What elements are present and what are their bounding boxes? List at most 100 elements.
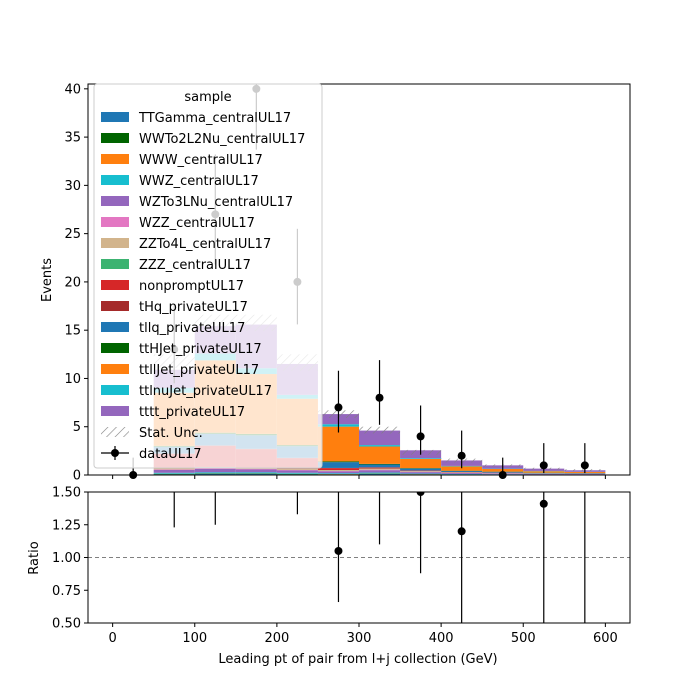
bar-tthjet-privateul17-bin-6 (359, 463, 401, 465)
legend-swatch-zzto4l-centralul17 (101, 238, 129, 248)
bar-wwz-centralul17-bin-6 (359, 472, 401, 474)
bar-tllq-privateul17-bin-6 (359, 464, 401, 468)
x-tick-label: 500 (511, 631, 536, 646)
legend-label-wzto3lnu-centralul17: WZTo3LNu_centralUL17 (139, 195, 293, 210)
bar-zzto4l-centralul17-bin-1 (153, 468, 195, 470)
legend-swatch-wzz-centralul17 (101, 217, 129, 227)
main-axis-ticks: 0 5 10 15 20 25 30 35 40 (64, 82, 606, 484)
legend-swatch-tthjet-privateul17 (101, 343, 129, 353)
bar-wzto3lnu-centralul17-bin-8 (441, 473, 483, 475)
legend-title: sample (184, 90, 231, 105)
main-panel: 0 5 10 15 20 25 30 35 40 Events sample TTGamma_c… (40, 82, 631, 484)
legend-swatch-www-centralul17 (101, 154, 129, 164)
legend-label-zzto4l-centralul17: ZZTo4L_centralUL17 (139, 237, 271, 252)
bar-tllq-privateul17-bin-5 (317, 462, 359, 468)
legend-label-tllq-privateul17: tllq_privateUL17 (139, 321, 245, 336)
legend-label-ttlnujet-privateul17: ttlnuJet_privateUL17 (139, 384, 272, 399)
data-point (416, 432, 425, 441)
y-tick-label: 0 (73, 469, 81, 484)
data-point (375, 393, 384, 402)
legend-swatch-wwto2l2nu-centralul17 (101, 133, 129, 143)
legend-marker-data-point (111, 449, 119, 457)
legend-label-stat-unc: Stat. Unc. (139, 426, 203, 441)
bar-zzto4l-centralul17-bin-4 (276, 468, 318, 470)
legend-label-www-centralul17: WWW_centralUL17 (139, 153, 263, 168)
bar-zzto4l-centralul17-bin-6 (359, 468, 401, 470)
bar-nonpromptul17-bin-5 (317, 468, 359, 471)
x-tick-label: 0 (108, 631, 116, 646)
bar-wwz-centralul17-bin-7 (400, 473, 442, 475)
ratio-y-tick-label: 1.50 (52, 486, 81, 501)
legend-label-zzz-centralul17: ZZZ_centralUL17 (139, 258, 251, 273)
legend-label-nonpromptul17: nonpromptUL17 (139, 279, 244, 294)
ratio-axis-ticks: 0.50 0.75 1.00 1.25 1.50 0 100 200 300 400 500 600 (52, 486, 618, 647)
bar-zzto4l-centralul17-bin-7 (400, 471, 442, 472)
legend-swatch-stat-unc (101, 427, 129, 437)
legend-swatch-zzz-centralul17 (101, 259, 129, 269)
stat-unc-band-bin-6 (359, 426, 401, 434)
bar-wwz-centralul17-bin-1 (153, 472, 195, 474)
ratio-y-tick-label: 1.00 (52, 551, 81, 566)
legend-label-wwto2l2nu-centralul17: WWTo2L2Nu_centralUL17 (139, 132, 305, 147)
bar-wwz-centralul17-bin-3 (235, 472, 277, 474)
x-tick-label: 400 (429, 631, 454, 646)
y-tick-label: 10 (64, 372, 81, 387)
legend-label-tthjet-privateul17: ttHJet_privateUL17 (139, 342, 262, 357)
bar-wzto3lnu-centralul17-bin-2 (194, 468, 236, 473)
bar-wwz-centralul17-bin-5 (317, 473, 359, 475)
bar-wzto3lnu-centralul17-bin-6 (359, 470, 401, 473)
legend-swatch-wwz-centralul17 (101, 175, 129, 185)
legend-label-wwz-centralul17: WWZ_centralUL17 (139, 174, 259, 189)
bar-nonpromptul17-bin-6 (359, 467, 401, 469)
legend-label-wzz-centralul17: WZZ_centralUL17 (139, 216, 255, 231)
y-tick-label: 20 (64, 275, 81, 290)
data-point (580, 461, 589, 470)
legend-swatch-tttt-privateul17 (101, 406, 129, 416)
bar-ttlljet-privateul17-bin-7 (400, 458, 442, 469)
bar-wzto3lnu-centralul17-bin-3 (235, 469, 277, 473)
y-tick-label: 30 (64, 179, 81, 194)
bar-wwz-centralul17-bin-2 (194, 472, 236, 474)
data-point (334, 403, 343, 412)
x-tick-label: 200 (264, 631, 289, 646)
legend-swatch-ttlnujet-privateul17 (101, 385, 129, 395)
bar-wzto3lnu-centralul17-bin-1 (153, 469, 195, 473)
y-tick-label: 35 (64, 131, 81, 146)
ratio-point (539, 499, 548, 508)
bar-ttlljet-privateul17-bin-6 (359, 446, 401, 464)
legend-swatch-nonpromptul17 (101, 280, 129, 290)
legend-swatch-tllq-privateul17 (101, 322, 129, 332)
bar-wzto3lnu-centralul17-bin-5 (317, 471, 359, 474)
legend-label-ttlljet-privateul17: ttllJet_privateUL17 (139, 363, 259, 378)
legend-label-thq-privateul17: tHq_privateUL17 (139, 300, 248, 315)
bar-ttlnujet-privateul17-bin-7 (400, 458, 442, 459)
ratio-point (457, 527, 466, 536)
y-tick-label: 5 (73, 420, 81, 435)
bar-zzto4l-centralul17-bin-5 (317, 470, 359, 471)
y-tick-label: 15 (64, 324, 81, 339)
bar-wzz-centralul17-bin-2 (194, 468, 236, 469)
bar-ttlnujet-privateul17-bin-6 (359, 445, 401, 447)
y-tick-label: 25 (64, 227, 81, 242)
bar-wzz-centralul17-bin-3 (235, 468, 277, 470)
bar-tllq-privateul17-bin-8 (441, 471, 483, 473)
bar-tttt-privateul17-bin-6 (359, 430, 401, 446)
data-point (539, 461, 548, 470)
data-point (457, 451, 466, 460)
main-y-axis-label: Events (40, 258, 55, 302)
ratio-y-axis-label: Ratio (27, 541, 42, 574)
x-tick-label: 100 (182, 631, 207, 646)
bar-wwz-centralul17-bin-4 (276, 472, 318, 474)
legend-label-data: dataUL17 (139, 447, 202, 462)
legend-swatch-wzto3lnu-centralul17 (101, 196, 129, 206)
ratio-point (416, 492, 425, 496)
y-tick-label: 40 (64, 82, 81, 97)
legend-swatch-ttlljet-privateul17 (101, 364, 129, 374)
x-axis-label: Leading pt of pair from l+j collection (… (218, 652, 497, 667)
ratio-point (334, 546, 343, 555)
legend-label-tttt-privateul17: tttt_privateUL17 (139, 405, 245, 420)
bar-wzto3lnu-centralul17-bin-7 (400, 472, 442, 474)
ratio-y-tick-label: 0.75 (52, 584, 81, 599)
ratio-y-tick-label: 1.25 (52, 518, 81, 533)
